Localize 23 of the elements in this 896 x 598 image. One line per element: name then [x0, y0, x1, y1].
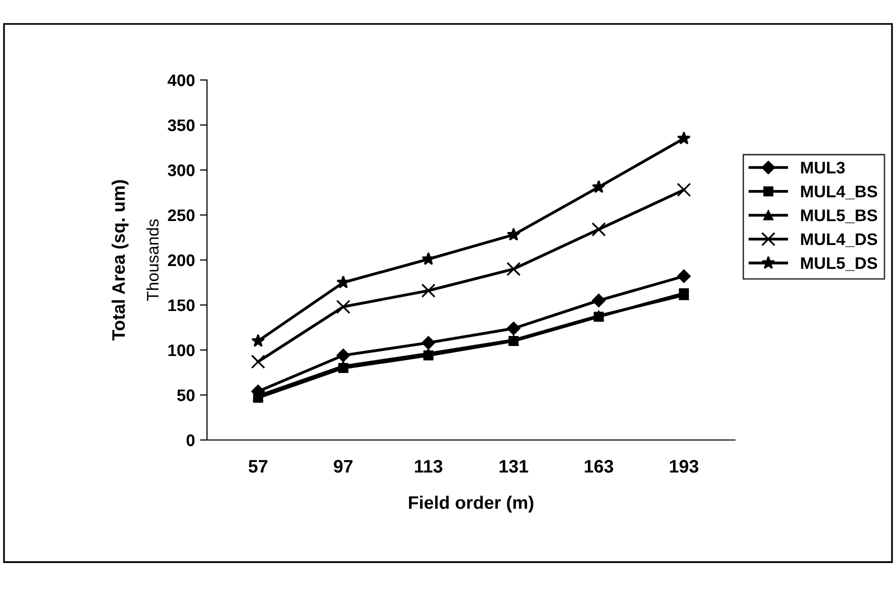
- x-tick-label: 163: [584, 460, 614, 473]
- y-tick-label: 250: [168, 209, 195, 222]
- y-tick-label: 150: [168, 299, 195, 312]
- y-tick-label: 400: [168, 74, 195, 86]
- y-tick-label: 100: [168, 344, 195, 356]
- y-tick-label: 350: [168, 119, 195, 132]
- x-tick-label: 57: [248, 460, 268, 473]
- y-axis-title: Total Area (sq. um): [112, 180, 128, 341]
- y-tick-label: 0: [186, 434, 195, 446]
- legend-label: MUL4_BS: [801, 186, 878, 200]
- x-tick-label: 97: [334, 460, 353, 473]
- legend-label: MUL5_BS: [801, 209, 878, 224]
- text: Thousands: [146, 219, 159, 301]
- y-tick-label: 300: [168, 164, 195, 176]
- y-tick-label: 50: [177, 389, 195, 402]
- x-tick-label: 193: [670, 460, 698, 473]
- legend-label: MUL3: [801, 162, 845, 174]
- legend-label: MUL5_DS: [801, 257, 878, 271]
- x-tick-label: 113: [414, 460, 442, 473]
- x-axis-title: Field order (m): [409, 496, 534, 513]
- y-tick-label: 200: [168, 254, 195, 266]
- legend-label: MUL4_DS: [801, 233, 878, 248]
- x-tick-label: 131: [500, 460, 528, 473]
